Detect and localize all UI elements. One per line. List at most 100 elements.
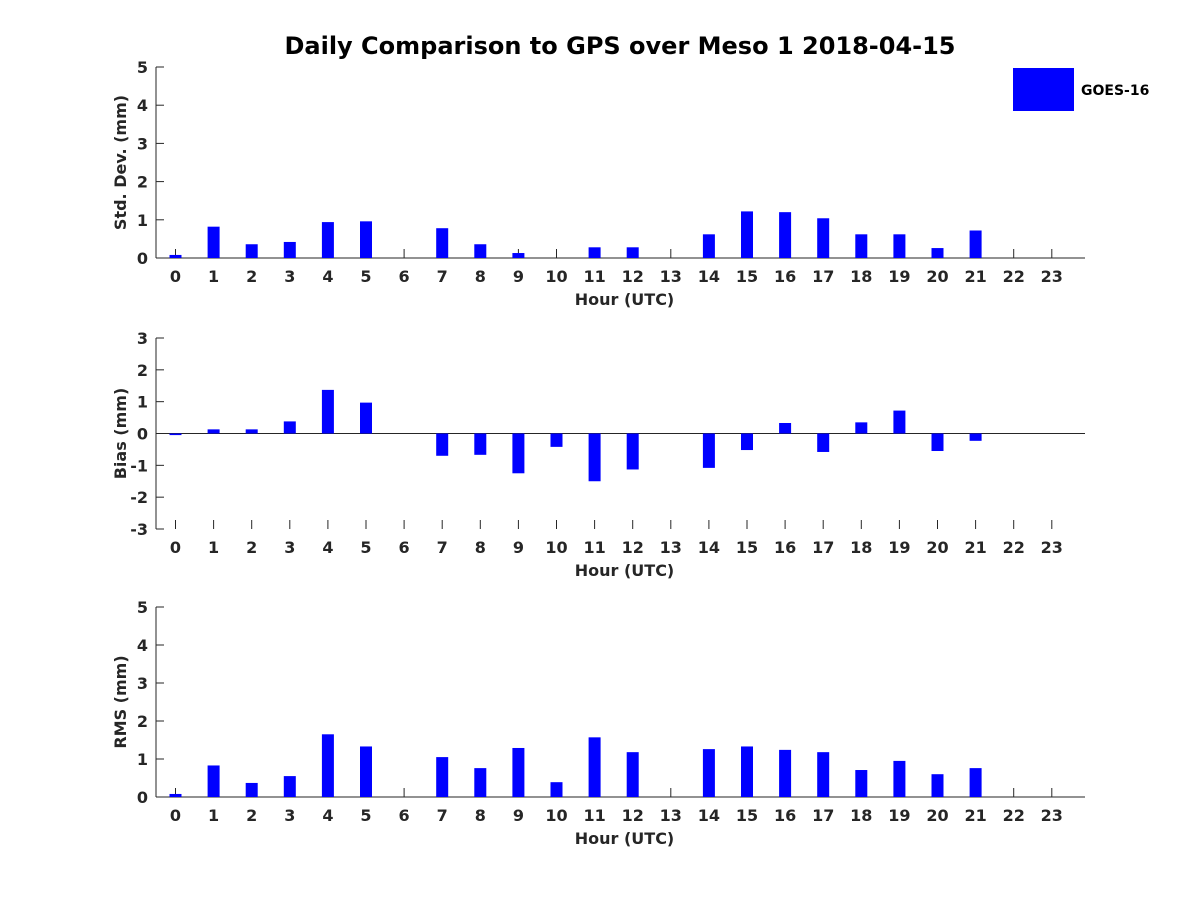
bar-hour-1 (207, 226, 220, 258)
bar-hour-15 (741, 433, 753, 451)
x-tick-label: 13 (660, 267, 682, 286)
x-tick-label: 20 (926, 267, 948, 286)
x-tick-label: 13 (660, 538, 682, 557)
x-tick-label: 5 (360, 806, 371, 825)
bar-hour-15 (741, 746, 753, 797)
x-tick-label: 21 (964, 267, 986, 286)
legend-swatch (1013, 68, 1074, 111)
x-tick-label: 10 (545, 538, 567, 557)
y-tick-label: 2 (137, 173, 148, 192)
x-tick-label: 4 (322, 538, 333, 557)
y-axis-label: RMS (mm) (111, 655, 130, 748)
x-tick-label: 4 (322, 267, 333, 286)
bar-hour-18 (855, 770, 868, 797)
bar-hour-21 (969, 230, 982, 258)
x-tick-label: 12 (622, 806, 644, 825)
bar-hour-16 (779, 749, 792, 797)
bar-hour-9 (512, 253, 525, 258)
legend-label: GOES-16 (1081, 83, 1149, 99)
bar-hour-1 (207, 429, 220, 434)
y-tick-label: 0 (137, 249, 148, 268)
bar-hour-5 (360, 221, 372, 258)
bar-hour-16 (779, 422, 792, 434)
x-tick-label: 1 (208, 538, 219, 557)
bar-hour-19 (893, 234, 906, 258)
y-tick-label: 3 (137, 134, 148, 153)
bar-hour-8 (474, 244, 487, 258)
x-tick-label: 8 (475, 806, 486, 825)
x-tick-label: 6 (399, 538, 410, 557)
x-tick-label: 16 (774, 806, 796, 825)
bar-hour-2 (245, 429, 258, 434)
bar-hour-17 (817, 433, 830, 452)
y-tick-label: -3 (130, 520, 148, 539)
x-tick-label: 19 (888, 538, 910, 557)
bar-hour-7 (436, 433, 449, 456)
bar-hour-14 (702, 234, 715, 258)
bar-hour-12 (626, 247, 639, 258)
x-tick-label: 11 (583, 806, 605, 825)
chart-title: Daily Comparison to GPS over Meso 1 2018… (284, 32, 955, 60)
bar-hour-18 (855, 234, 868, 258)
bar-hour-20 (931, 774, 944, 797)
bar-hour-8 (474, 768, 487, 797)
bar-hour-2 (245, 244, 258, 258)
x-tick-label: 22 (1003, 267, 1025, 286)
bar-hour-11 (588, 737, 601, 797)
bar-hour-10 (550, 433, 563, 447)
bar-hour-20 (931, 433, 944, 452)
y-tick-label: 1 (137, 393, 148, 412)
x-tick-label: 0 (170, 538, 181, 557)
y-tick-label: 3 (137, 674, 148, 693)
x-tick-label: 1 (208, 806, 219, 825)
x-tick-label: 5 (360, 538, 371, 557)
x-tick-label: 17 (812, 538, 834, 557)
x-tick-label: 15 (736, 267, 758, 286)
bar-hour-3 (283, 776, 296, 797)
bar-hour-19 (893, 410, 906, 434)
x-tick-label: 2 (246, 538, 257, 557)
bar-hour-17 (817, 752, 830, 797)
x-tick-label: 15 (736, 538, 758, 557)
y-tick-label: 3 (137, 329, 148, 348)
x-tick-label: 0 (170, 267, 181, 286)
x-tick-label: 22 (1003, 538, 1025, 557)
x-tick-label: 7 (437, 267, 448, 286)
x-tick-label: 1 (208, 267, 219, 286)
bar-hour-2 (245, 782, 258, 797)
x-tick-label: 21 (964, 806, 986, 825)
x-tick-label: 21 (964, 538, 986, 557)
x-tick-label: 22 (1003, 806, 1025, 825)
y-axis-label: Bias (mm) (111, 388, 130, 480)
bar-hour-9 (512, 747, 525, 797)
x-tick-label: 13 (660, 806, 682, 825)
x-tick-label: 14 (698, 267, 720, 286)
x-tick-label: 4 (322, 806, 333, 825)
x-tick-label: 9 (513, 267, 524, 286)
x-tick-label: 0 (170, 806, 181, 825)
x-tick-label: 7 (437, 806, 448, 825)
bar-hour-21 (969, 768, 982, 797)
y-tick-label: -2 (130, 488, 148, 507)
x-tick-label: 14 (698, 538, 720, 557)
x-tick-label: 17 (812, 267, 834, 286)
bar-hour-9 (512, 433, 525, 474)
legend: GOES-16 (1013, 68, 1149, 111)
bar-hour-10 (550, 782, 563, 797)
bar-hour-3 (283, 241, 296, 258)
x-tick-label: 16 (774, 267, 796, 286)
x-tick-label: 3 (284, 538, 295, 557)
bar-hour-18 (855, 422, 868, 434)
bar-hour-12 (626, 433, 639, 470)
x-tick-label: 23 (1041, 267, 1063, 286)
bar-hour-11 (588, 433, 601, 482)
x-tick-label: 12 (622, 267, 644, 286)
bar-hour-0 (169, 254, 182, 258)
bar-hour-11 (588, 247, 601, 258)
x-tick-label: 19 (888, 806, 910, 825)
y-tick-label: 5 (137, 598, 148, 617)
bar-hour-1 (207, 765, 220, 797)
